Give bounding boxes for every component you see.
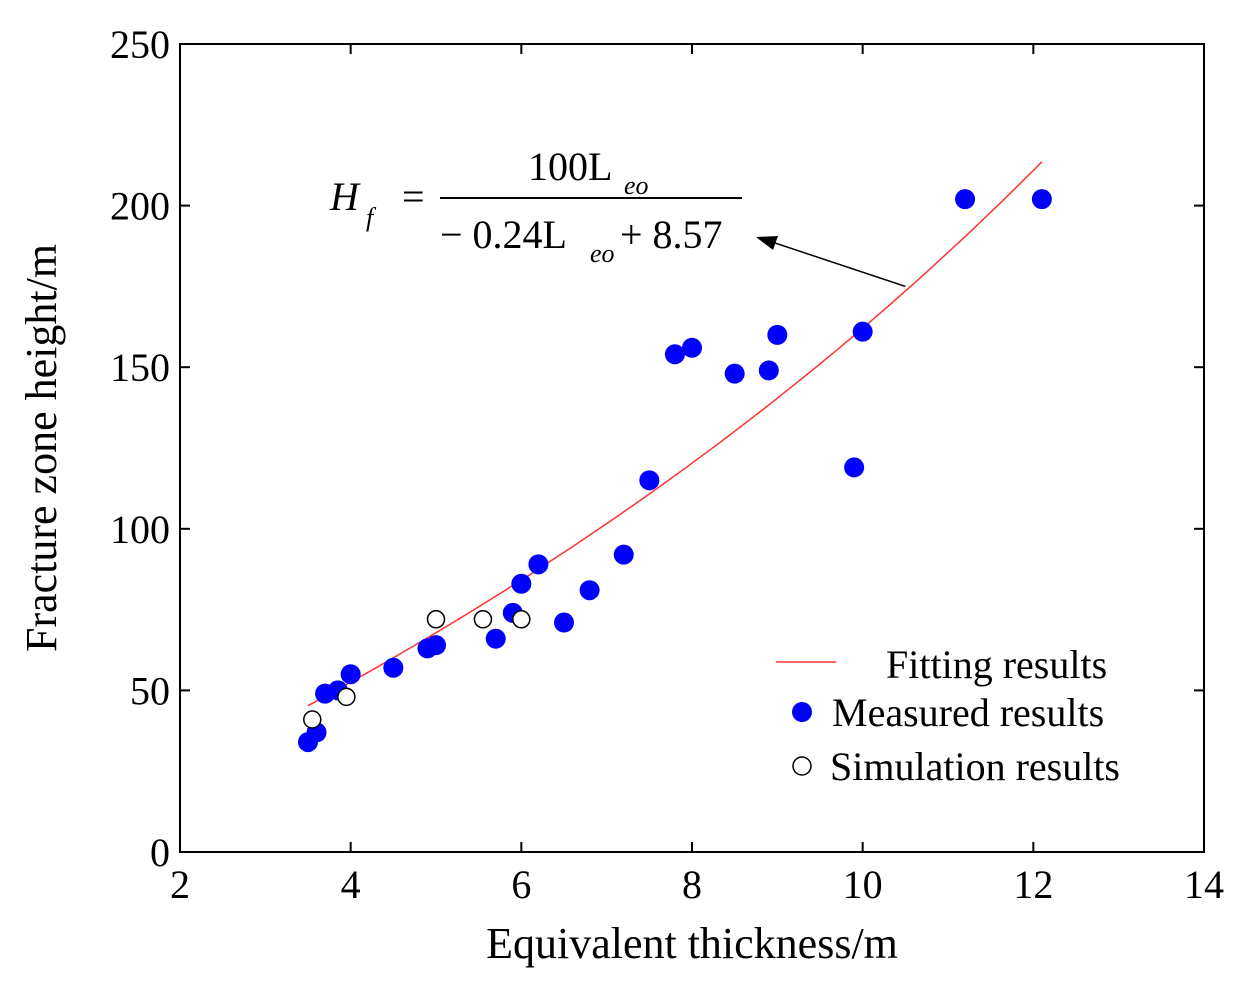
measured-point <box>579 580 600 601</box>
measured-point <box>639 470 660 491</box>
axis-ticks: 2 4 6 8 10 12 14 0 50 100 150 200 250 <box>110 22 1224 907</box>
legend-measured-label: Measured results <box>832 690 1104 735</box>
legend-measured-marker <box>792 702 812 722</box>
measured-point <box>767 324 788 345</box>
measured-point <box>852 321 873 342</box>
x-tick-label: 10 <box>843 862 883 907</box>
eq-lhs-sub: f <box>366 203 377 232</box>
simulation-point <box>426 610 446 629</box>
x-tick-label: 12 <box>1013 862 1053 907</box>
y-axis-label: Fracture zone height/m <box>17 244 66 652</box>
measured-point <box>955 189 976 210</box>
measured-point <box>426 635 446 656</box>
y-tick-label: 0 <box>150 830 170 875</box>
measured-point <box>340 664 361 685</box>
eq-lhs-main: H <box>329 174 361 219</box>
eq-denominator-a: − 0.24L <box>440 212 567 257</box>
measured-point <box>613 544 634 565</box>
measured-point <box>664 344 685 365</box>
measured-point <box>682 337 702 358</box>
eq-arrow <box>759 237 906 288</box>
measured-point <box>485 628 506 649</box>
measured-point <box>383 657 404 678</box>
legend-fit-label: Fitting results <box>886 642 1107 687</box>
eq-equals: = <box>402 174 425 219</box>
measured-point <box>724 363 745 384</box>
eq-denominator-b: + 8.57 <box>620 212 723 257</box>
simulation-point <box>337 687 356 707</box>
legend: Fitting results Measured results Simulat… <box>776 642 1120 789</box>
measured-point <box>844 457 865 478</box>
y-tick-label: 150 <box>110 345 170 390</box>
simulation-point <box>512 610 531 629</box>
eq-numerator: 100L <box>528 144 612 189</box>
measured-point <box>528 554 549 575</box>
measured-point <box>758 360 779 381</box>
eq-arrowhead-icon <box>756 236 778 250</box>
eq-numerator-sub: eo <box>624 171 649 200</box>
measured-point <box>554 612 574 633</box>
y-tick-label: 50 <box>130 668 170 713</box>
measured-point <box>511 573 532 594</box>
fit-layer <box>307 161 1043 707</box>
y-tick-label: 100 <box>110 507 170 552</box>
x-tick-label: 6 <box>511 862 531 907</box>
x-tick-label: 4 <box>341 862 361 907</box>
x-tick-label: 8 <box>682 862 702 907</box>
measured-point <box>1031 189 1052 210</box>
legend-simulation-marker <box>792 756 812 776</box>
y-tick-label: 200 <box>110 184 170 229</box>
legend-simulation-label: Simulation results <box>830 744 1120 789</box>
points-layer <box>298 189 1052 753</box>
x-tick-label: 14 <box>1184 862 1224 907</box>
y-tick-label: 250 <box>110 22 170 67</box>
x-tick-label: 2 <box>170 862 190 907</box>
fit-equation: H f = 100L eo − 0.24L eo + 8.57 <box>329 144 906 288</box>
fit-line <box>307 161 1043 707</box>
x-axis-label: Equivalent thickness/m <box>486 919 898 968</box>
simulation-point <box>473 610 493 629</box>
simulation-point <box>303 710 322 729</box>
eq-denominator-sub: eo <box>590 239 615 268</box>
